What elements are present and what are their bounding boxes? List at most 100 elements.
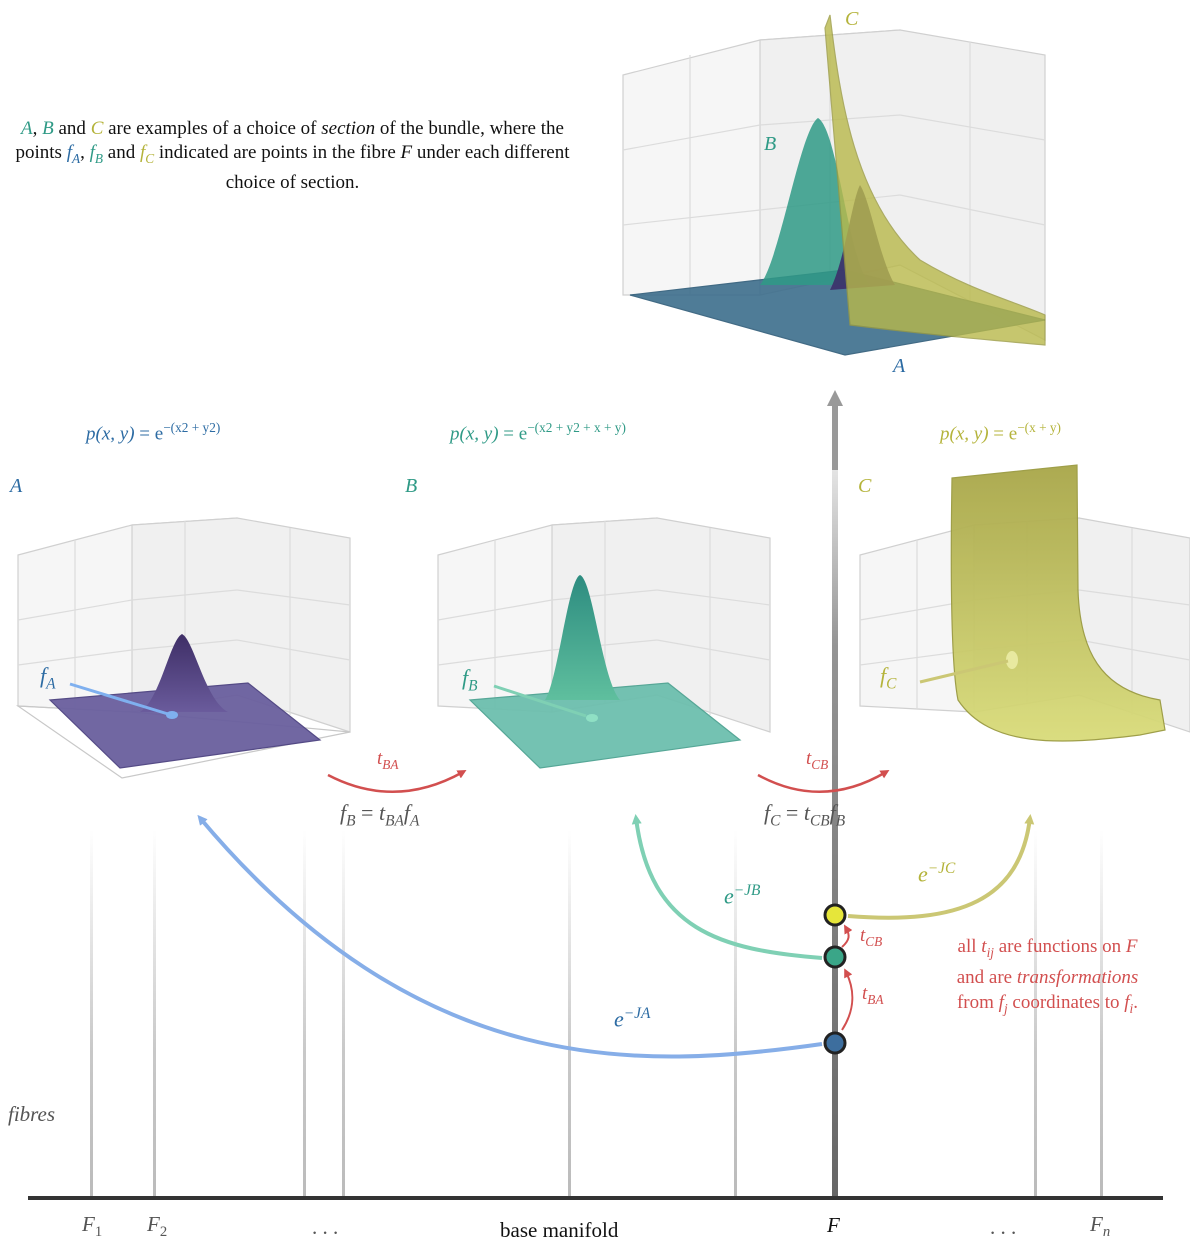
eq1-t: t [378, 800, 386, 825]
fibre-line [342, 830, 345, 1198]
eJC-sup: −JC [927, 860, 956, 877]
desc-fC-sub: C [145, 150, 155, 166]
note-l3b: coordinates to [1007, 991, 1125, 1013]
desc-section: section [321, 118, 376, 139]
note-l2a: and are [956, 966, 1017, 988]
t-BA-arrow [327, 770, 467, 794]
label-fC-sub: C [886, 675, 897, 693]
desc-F: F [400, 142, 413, 163]
fibre-line [568, 830, 571, 1198]
eq2-a: f [764, 800, 771, 825]
label-e-JC: e−JC [918, 860, 955, 887]
note-fi-sub: i [1129, 1000, 1134, 1016]
label-fC-main: f [880, 663, 887, 688]
formula-B-lhs: p(x, y) [450, 423, 499, 445]
eq1-a: f [340, 800, 347, 825]
fibres-label: fibres [8, 1102, 56, 1126]
note-fj-sub: j [1003, 1000, 1008, 1016]
label-e-JA: e−JA [614, 1005, 650, 1032]
equation-fB: fB = tBAfA [340, 800, 419, 830]
label-small-tBA: tBA [862, 983, 884, 1008]
label-e-JB: e−JB [724, 882, 760, 909]
F2-sub: 2 [159, 1224, 168, 1241]
desc-part2: of the bundle, where the points [15, 118, 564, 163]
eq2-eq: = [780, 800, 804, 825]
label-fA-main: f [40, 663, 47, 688]
combined-plot [622, 14, 1046, 356]
desc-fA: f [66, 142, 72, 163]
eq1-a-sub: B [346, 812, 356, 830]
desc-and: and [53, 118, 91, 139]
formula-C-lhs: p(x, y) [940, 423, 989, 445]
F2-main: F [147, 1212, 160, 1236]
desc-fB-sub: B [94, 150, 104, 166]
label-Fn: Fn [1090, 1212, 1110, 1241]
desc-comma2: , [80, 142, 90, 163]
top-label-C: C [845, 8, 859, 30]
formula-A-eq: = e [134, 423, 164, 445]
fibre-line [153, 830, 156, 1198]
Fn-sub: n [1102, 1224, 1111, 1241]
note-fj: f [998, 991, 1004, 1013]
e-JA-curve [197, 814, 823, 1059]
eq2-f: f [829, 800, 836, 825]
desc-part1: are examples of a choice of [103, 118, 322, 139]
F1-main: F [82, 1212, 95, 1236]
fibre-line [1100, 830, 1103, 1198]
formula-A: p(x, y) = e−(x2 + y2) [86, 420, 220, 445]
fibre-line [1034, 830, 1037, 1198]
label-tCB: tCB [806, 748, 828, 773]
eJB-sup: −JB [733, 882, 761, 899]
eJC-base: e [918, 861, 928, 887]
eJA-base: e [614, 1006, 624, 1032]
top-label-A: A [893, 355, 906, 377]
plot-panel-A [15, 517, 351, 779]
eJA-sup: −JA [623, 1005, 651, 1022]
desc-fC: f [139, 142, 146, 163]
note-t-sub: ij [986, 944, 994, 960]
desc-B: B [42, 118, 54, 139]
t-CB-small-arrow [841, 924, 853, 948]
formula-A-exp: −(x2 + y2) [163, 420, 221, 435]
plot-panel-B [437, 517, 771, 769]
F1-sub: 1 [94, 1224, 103, 1241]
note-period: . [1133, 991, 1138, 1013]
desc-and2: and [103, 142, 140, 163]
fibre-line [734, 830, 737, 1198]
eq1-f-sub: A [410, 812, 420, 830]
note-t: t [981, 936, 987, 957]
label-fB-sub: B [468, 677, 478, 695]
eq1-t-sub: BA [385, 812, 404, 830]
panel-label-B: B [405, 475, 418, 497]
formula-C-exp: −(x + y) [1017, 420, 1061, 435]
desc-fB: f [89, 142, 95, 163]
label-fB-main: f [462, 665, 469, 690]
tBA-main: t [377, 748, 383, 769]
formula-B-exp: −(x2 + y2 + x + y) [527, 420, 626, 435]
eq2-f-sub: B [835, 812, 846, 830]
desc-C: C [90, 118, 104, 139]
tBA-sub: BA [382, 756, 399, 772]
fibre-line [90, 830, 93, 1198]
e-JC-curve [847, 814, 1035, 920]
label-F1: F1 [82, 1212, 102, 1241]
t-CB-arrow [757, 769, 890, 793]
Fn-main: F [1090, 1212, 1103, 1236]
pointer-fA [69, 682, 169, 716]
desc-A: A [21, 118, 33, 139]
panel-label-C: C [858, 475, 872, 497]
label-F: F [827, 1213, 840, 1237]
small-tBA-sub: BA [867, 991, 884, 1007]
pointer-fC [919, 659, 1009, 684]
formula-C: p(x, y) = e−(x + y) [940, 420, 1061, 445]
label-small-tCB: tCB [860, 925, 882, 950]
panel-label-A: A [10, 475, 23, 497]
note-F: F [1125, 936, 1138, 957]
small-tCB-main: t [860, 925, 866, 946]
eq1-eq: = [355, 800, 379, 825]
main-fibre-F [832, 410, 838, 1198]
formula-B: p(x, y) = e−(x2 + y2 + x + y) [450, 420, 626, 445]
equation-fC: fC = tCBfB [764, 800, 845, 830]
